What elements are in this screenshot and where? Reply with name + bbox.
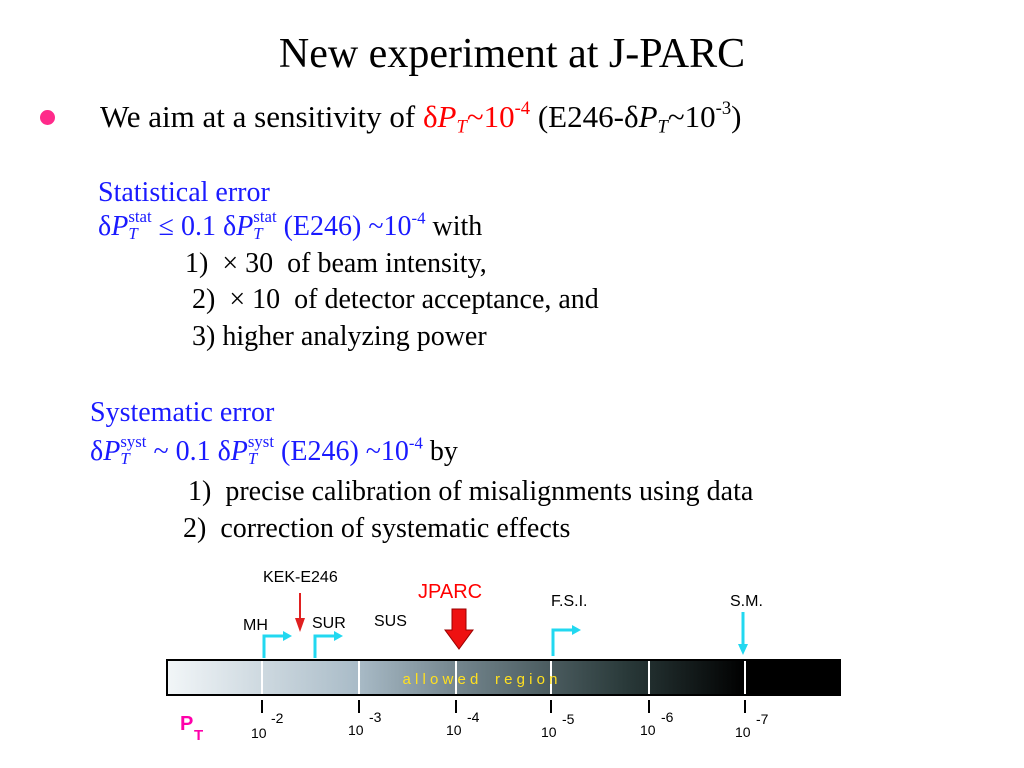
bullet: We aim at a sensitivity of δPT~10-4 (E24… [100, 97, 742, 136]
text: T [657, 116, 668, 138]
text: T [456, 116, 467, 138]
mh-label: MH [243, 617, 268, 634]
script: syst T [247, 431, 275, 468]
text: stat [253, 206, 277, 226]
text: -4 [411, 208, 426, 228]
text: P [111, 211, 129, 242]
tick-marks [261, 700, 746, 713]
text: -3 [715, 97, 732, 119]
text: T [128, 223, 138, 243]
pt-label: P [180, 713, 193, 735]
item: 1) × 30 of beam intensity, [185, 248, 487, 279]
jparc-label: JPARC [418, 581, 482, 603]
tick-exp: -4 [467, 709, 480, 725]
text: P [437, 99, 457, 134]
text: δ [98, 211, 112, 242]
tick-exp: -7 [756, 711, 769, 727]
pt-label: T [194, 727, 203, 744]
formula: δP stat T ≤ 0.1 δP stat T (E246) ~10-4 with [98, 206, 483, 244]
sus-label: SUS [374, 613, 407, 630]
text: P [230, 436, 248, 467]
allowed-label: a l l o w e d r e g i o n [402, 671, 557, 688]
tick-base: 10 [735, 724, 751, 740]
text: T [247, 448, 258, 468]
tick-base: 10 [251, 725, 267, 741]
sur-label: SUR [312, 615, 346, 632]
text: by [422, 436, 458, 467]
text: δ [90, 436, 104, 467]
text: δ [422, 99, 438, 134]
tick-exp: -5 [562, 711, 575, 727]
tick-exp: -2 [271, 710, 284, 726]
text: syst [247, 431, 275, 451]
cyan-arrows [262, 612, 745, 658]
bar-dividers [261, 661, 746, 694]
item: 2) × 10 of detector acceptance, and [192, 284, 599, 315]
text: We aim at a sensitivity of [100, 99, 423, 134]
arrowheads [283, 625, 748, 655]
kek-label: KEK-E246 [263, 569, 338, 586]
tick-base: 10 [640, 722, 656, 738]
text: with [425, 211, 483, 242]
text: syst [120, 431, 147, 451]
script: stat T [128, 206, 152, 243]
fsi-label: F.S.I. [551, 593, 587, 610]
heading: Statistical error [98, 177, 270, 208]
kek-arrowhead [295, 618, 305, 632]
text: (E246) ~10 [276, 211, 412, 242]
title: New experiment at J-PARC [278, 31, 746, 77]
text: ~ 0.1 δ [146, 436, 231, 467]
sm-label: S.M. [730, 593, 763, 610]
text: ~10 [466, 99, 515, 134]
script: stat T [253, 206, 277, 243]
tick-labels: 10-2 10-3 10-4 10-5 10-6 10-7 [251, 709, 769, 741]
scale-bar [166, 659, 841, 696]
item: 2) correction of systematic effects [183, 513, 571, 544]
item: 1) precise calibration of misalignments … [188, 476, 754, 507]
text: -4 [408, 433, 423, 453]
text: ~10 [667, 99, 716, 134]
text: P [638, 99, 658, 134]
jparc-arrow [444, 608, 474, 650]
script: syst T [120, 431, 147, 468]
tick-base: 10 [446, 722, 462, 738]
text: T [120, 448, 130, 468]
text: P [236, 211, 254, 242]
text: ≤ 0.1 δ [151, 211, 237, 242]
text: ) [731, 99, 742, 134]
tick-exp: -6 [661, 709, 674, 725]
text: (E246) ~10 [274, 436, 409, 467]
text: stat [128, 206, 152, 226]
heading: Systematic error [90, 397, 275, 428]
tick-base: 10 [348, 722, 364, 738]
bullet-dot [40, 110, 55, 125]
text: -4 [514, 97, 531, 119]
tick-exp: -3 [369, 709, 382, 725]
text: (E246-δ [530, 99, 639, 134]
text: P [103, 436, 121, 467]
text: T [253, 223, 263, 243]
formula: δP syst T ~ 0.1 δP syst T (E246) ~10-4 by [90, 431, 458, 469]
tick-base: 10 [541, 724, 557, 740]
item: 3) higher analyzing power [192, 321, 487, 352]
